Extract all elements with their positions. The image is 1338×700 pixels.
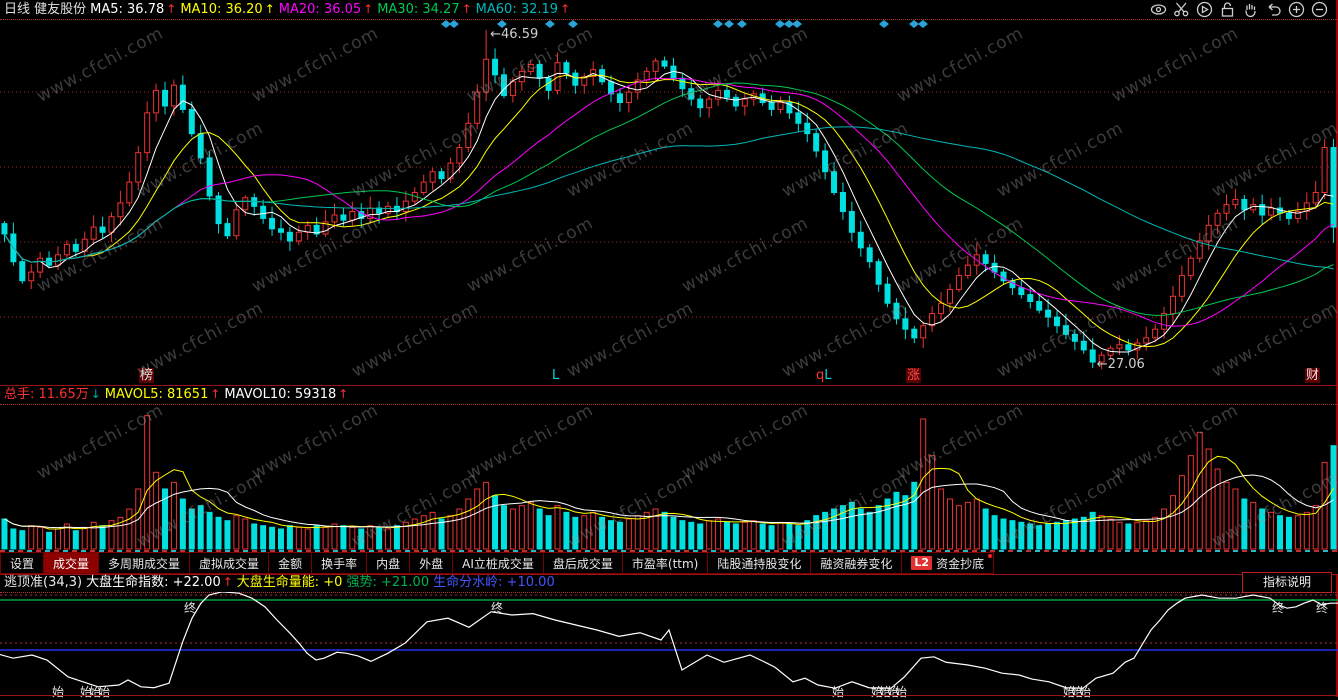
volume-header-separator xyxy=(0,404,1338,405)
trend-arrow-icon: ↑ xyxy=(222,575,233,589)
event-marker-涨: 涨 xyxy=(906,368,922,383)
trend-arrow-icon: ↑ xyxy=(166,2,177,16)
eye-icon[interactable] xyxy=(1150,1,1167,18)
trend-arrow-icon: ↑ xyxy=(338,387,349,401)
header-value: 大盘生命指数: +22.00 xyxy=(86,575,221,590)
date-axis-ticks xyxy=(0,550,1338,552)
event-marker-财: 财 xyxy=(1305,368,1321,383)
tab-label: 陆股通持股变化 xyxy=(717,556,802,571)
tab-label: 换手率 xyxy=(321,556,358,571)
l2-badge: L2 xyxy=(911,556,933,570)
header-value: MAVOL5: 81651 xyxy=(104,387,209,402)
tab-label: 盘后成交量 xyxy=(552,556,613,571)
volume-chart[interactable] xyxy=(0,404,1338,550)
low-price-annotation: ←27.06 xyxy=(1096,357,1145,372)
tab-融资融券变化[interactable]: 融资融券变化 xyxy=(811,552,903,574)
indicator-header-separator xyxy=(0,592,1338,593)
lock-icon[interactable] xyxy=(1219,1,1236,18)
indicator-header: 逃顶准(34,3) 大盘生命指数: +22.00 ↑ 大盘生命量能: +0 强势: +2… xyxy=(4,573,559,592)
window-bottom-border xyxy=(0,695,1338,696)
chart-toolbar xyxy=(1150,1,1328,18)
header-value: MA5: 36.78 xyxy=(90,2,165,17)
high-price-annotation: ←46.59 xyxy=(490,27,539,42)
tab-内盘[interactable]: 内盘 xyxy=(367,552,411,574)
header-value: MAVOL10: 59318 xyxy=(224,387,337,402)
trend-arrow-icon: ↑ xyxy=(363,2,374,16)
tab-多周期成交量[interactable]: 多周期成交量 xyxy=(99,552,191,574)
main-chart-header: 日线 健友股份 MA5: 36.78 ↑ MA10: 36.20 ↑ MA20: 36.0… xyxy=(4,0,1166,19)
undo-icon[interactable] xyxy=(1265,1,1282,18)
tab-换手率[interactable]: 换手率 xyxy=(312,552,368,574)
tab-AI立桩成交量[interactable]: AI立桩成交量 xyxy=(453,552,544,574)
tab-label: 虚拟成交量 xyxy=(199,556,260,571)
tab-虚拟成交量[interactable]: 虚拟成交量 xyxy=(190,552,270,574)
header-value: 生命分水岭: +10.00 xyxy=(433,575,555,590)
play-circle-icon[interactable] xyxy=(1196,1,1213,18)
header-value: 总手: 11.65万 xyxy=(4,387,89,402)
tab-label: 内盘 xyxy=(376,556,401,571)
trend-arrow-icon: ↑ xyxy=(461,2,472,16)
indicator-chart[interactable] xyxy=(0,592,1338,696)
tab-设置[interactable]: 设置 xyxy=(0,552,45,574)
header-value: 大盘生命量能: +0 xyxy=(236,575,343,590)
scissors-icon[interactable] xyxy=(1173,1,1190,18)
tab-市盈率(ttm)[interactable]: 市盈率(ttm) xyxy=(622,552,709,574)
header-value: 逃顶准(34,3) xyxy=(4,575,83,590)
tab-label: 资金抄底 xyxy=(936,556,985,571)
header-separator xyxy=(0,19,1338,20)
indicator-tabbar: 设置 成交量 多周期成交量 虚拟成交量 金额 换手率 内盘 外盘 AI立桩成交量 盘后成交量 市盈率… xyxy=(0,552,1338,575)
tab-label: 设置 xyxy=(10,556,35,571)
tab-label: 外盘 xyxy=(419,556,444,571)
header-value: MA20: 36.05 xyxy=(278,2,362,17)
tab-label: 多周期成交量 xyxy=(108,556,181,571)
pane-separator xyxy=(0,385,1338,386)
tab-label: 金额 xyxy=(278,556,303,571)
tab-外盘[interactable]: 外盘 xyxy=(410,552,454,574)
trend-arrow-icon: ↑ xyxy=(264,2,275,16)
tab-盘后成交量[interactable]: 盘后成交量 xyxy=(543,552,623,574)
header-value: MA30: 34.27 xyxy=(377,2,460,17)
trend-arrow-icon: ↑ xyxy=(560,2,571,16)
event-marker-qL: qL xyxy=(816,368,832,383)
header-value: MA60: 32.19 xyxy=(475,2,559,17)
volume-header: 总手: 11.65万 ↓ MAVOL5: 81651 ↑ MAVOL10: 59318 ↑ xyxy=(4,385,352,404)
tab-label: 成交量 xyxy=(53,556,90,571)
hand-pan-icon[interactable] xyxy=(1242,1,1259,18)
tab-label: 市盈率(ttm) xyxy=(631,556,699,571)
trend-arrow-icon: ↓ xyxy=(90,387,101,401)
tab-成交量[interactable]: 成交量 xyxy=(44,552,100,574)
event-marker-榜: 榜 xyxy=(139,368,155,383)
event-marker-L: L xyxy=(552,368,560,383)
header-value: MA10: 36.20 xyxy=(180,2,263,17)
zoom-out-icon[interactable] xyxy=(1311,1,1328,18)
tab-label: AI立桩成交量 xyxy=(462,556,534,571)
header-value: 强势: +21.00 xyxy=(346,575,430,590)
tab-label: 融资融券变化 xyxy=(820,556,893,571)
chart-title: 日线 健友股份 xyxy=(4,2,87,17)
candlestick-chart[interactable] xyxy=(0,20,1338,385)
zoom-in-icon[interactable] xyxy=(1288,1,1305,18)
trend-arrow-icon: ↑ xyxy=(210,387,221,401)
indicator-help-button[interactable]: 指标说明 xyxy=(1242,572,1332,593)
notification-dot xyxy=(988,554,993,558)
tab-资金抄底[interactable]: L2 资金抄底 xyxy=(902,552,995,574)
tab-金额[interactable]: 金额 xyxy=(269,552,313,574)
tab-陆股通持股变化[interactable]: 陆股通持股变化 xyxy=(708,552,812,574)
